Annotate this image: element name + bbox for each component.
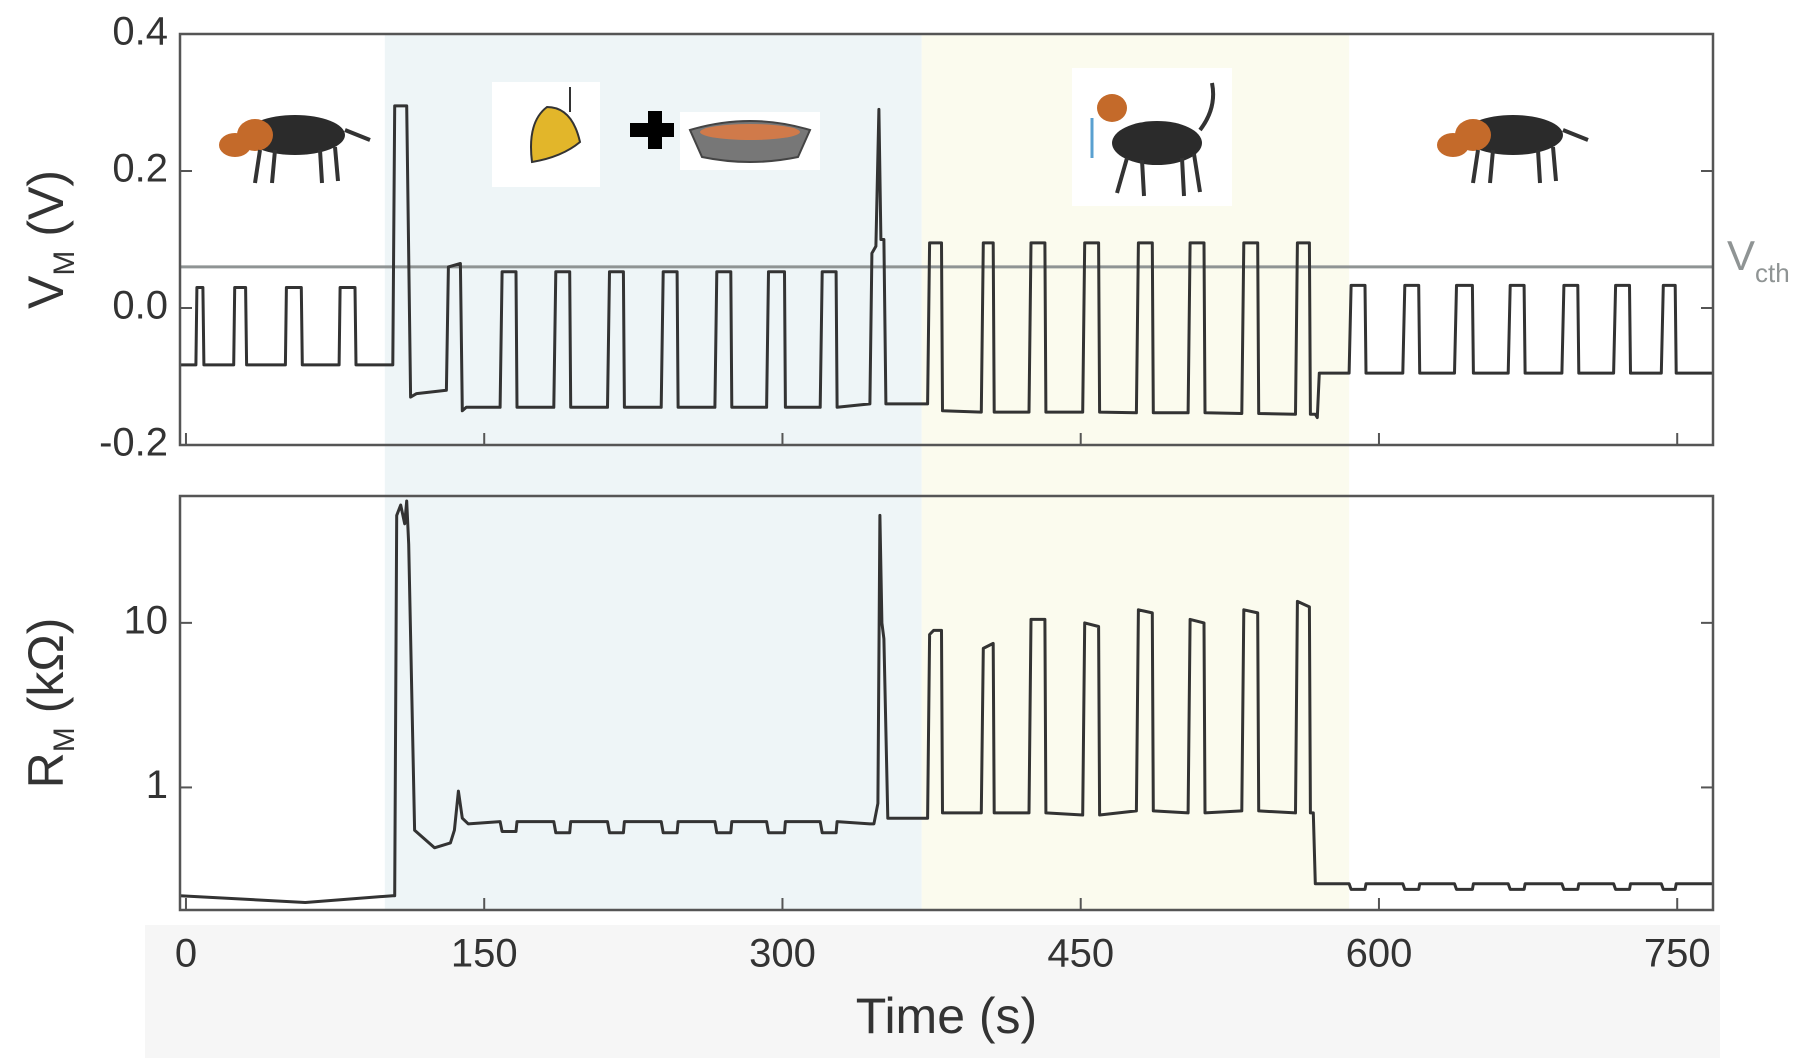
series-line	[179, 499, 1713, 904]
shaded-region	[384, 34, 922, 910]
series-line	[180, 104, 1713, 420]
dog-idle	[210, 95, 371, 190]
bell-icon	[492, 82, 600, 187]
dog-salivating	[1072, 68, 1232, 206]
x-tick-label: 600	[1346, 932, 1413, 976]
illustrations	[210, 68, 1589, 206]
y-axis-label-unit: (kΩ)	[18, 618, 74, 714]
y-tick-label: 0.2	[112, 147, 168, 191]
x-tick-label: 450	[1047, 932, 1114, 976]
x-tick-label: 0	[175, 932, 197, 976]
y-axis-label: VM (V)	[18, 170, 81, 309]
y-axis-label-sub: M	[48, 251, 81, 276]
x-tick-label: 300	[749, 932, 816, 976]
plot-frame	[178, 494, 1715, 912]
x-tick-label: 750	[1644, 932, 1711, 976]
y-axis-label: RM (kΩ)	[18, 618, 81, 789]
background-layer	[384, 34, 1350, 910]
plot-frame	[178, 32, 1715, 447]
threshold-label: Vcth	[1727, 232, 1790, 288]
y-axis-label-main: V	[18, 275, 74, 309]
y-axis-label-main: R	[18, 752, 74, 788]
dog-idle	[1428, 95, 1589, 190]
plus-sign	[630, 111, 674, 149]
x-tick-label: 150	[451, 932, 518, 976]
y-axis-label-sub: M	[48, 727, 81, 752]
y-tick-label: -0.2	[99, 421, 168, 465]
y-tick-label: 10	[124, 598, 169, 642]
threshold-label-sub: cth	[1755, 258, 1790, 288]
y-tick-label: 1	[146, 763, 168, 807]
y-tick-label: 0.4	[112, 10, 168, 54]
x-axis-label: Time (s)	[856, 988, 1037, 1044]
footer-band	[145, 925, 1720, 1058]
y-axis-label-unit: (V)	[18, 170, 74, 237]
food-bowl	[680, 112, 820, 170]
threshold-label-main: V	[1727, 232, 1755, 279]
y-tick-label: 0.0	[112, 284, 168, 328]
